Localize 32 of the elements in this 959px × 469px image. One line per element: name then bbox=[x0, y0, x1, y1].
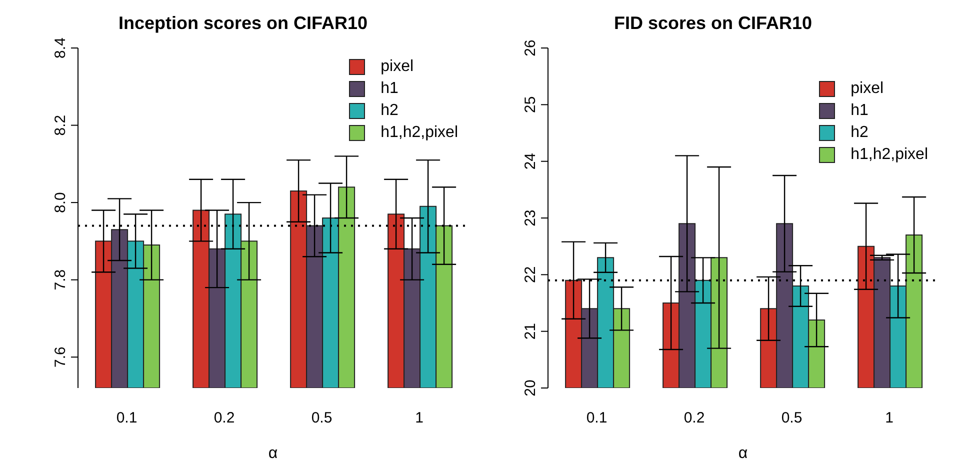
y-tick-label: 8.0 bbox=[52, 192, 69, 213]
y-tick-label: 7.6 bbox=[52, 346, 69, 368]
x-tick-label: 0.5 bbox=[781, 410, 802, 427]
legend-label: h2 bbox=[380, 101, 398, 121]
x-tick-label: 1 bbox=[415, 410, 424, 427]
y-tick-label: 21 bbox=[522, 322, 539, 340]
x-tick-label: 0.1 bbox=[116, 410, 138, 427]
y-tick-label: 25 bbox=[522, 96, 539, 114]
chart-title: FID scores on CIFAR10 bbox=[612, 12, 814, 35]
legend-label: h1 bbox=[850, 101, 868, 121]
legend-label: h1 bbox=[380, 79, 398, 99]
chart-title: Inception scores on CIFAR10 bbox=[117, 12, 369, 35]
legend-label: h2 bbox=[850, 123, 868, 143]
x-tick-label: 0.5 bbox=[311, 410, 332, 427]
x-tick-label: 0.1 bbox=[586, 410, 608, 427]
y-tick-label: 8.4 bbox=[52, 38, 69, 58]
y-tick-label: 22 bbox=[522, 266, 539, 284]
x-tick-label: 0.2 bbox=[214, 410, 235, 427]
legend-label: pixel bbox=[850, 79, 884, 99]
y-tick-label: 26 bbox=[522, 40, 539, 56]
x-tick-label: 1 bbox=[885, 410, 894, 427]
legend-label: h1,h2,pixel bbox=[380, 123, 458, 143]
x-tick-label: 0.2 bbox=[684, 410, 705, 427]
legend-label: pixel bbox=[380, 57, 414, 77]
x-axis-title: α bbox=[738, 445, 748, 462]
y-tick-label: 20 bbox=[522, 380, 539, 396]
legend-label: h1,h2,pixel bbox=[850, 145, 928, 165]
x-axis-title: α bbox=[268, 445, 278, 462]
y-tick-label: 23 bbox=[522, 210, 539, 226]
y-tick-label: 8.2 bbox=[52, 114, 69, 136]
y-tick-label: 7.8 bbox=[52, 269, 69, 290]
y-tick-label: 24 bbox=[522, 152, 539, 170]
